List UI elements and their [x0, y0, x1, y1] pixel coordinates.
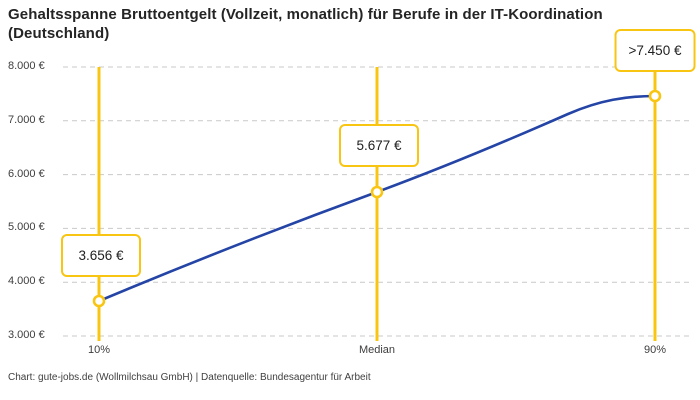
- percentile-marker-lines: [97, 67, 657, 341]
- x-tick-90-percent: 90%: [643, 344, 667, 356]
- y-tick-7000: 7.000 €: [8, 114, 45, 126]
- value-label-90-percent: >7.450 €: [614, 29, 696, 72]
- y-tick-6000: 6.000 €: [8, 168, 45, 180]
- x-tick-10-percent: 10%: [87, 344, 111, 356]
- y-tick-5000: 5.000 €: [8, 221, 45, 233]
- y-tick-3000: 3.000 €: [8, 329, 45, 341]
- y-tick-4000: 4.000 €: [8, 275, 45, 287]
- data-point-median: [370, 185, 384, 199]
- data-point-10: [92, 294, 106, 308]
- value-label-10-percent: 3.656 €: [61, 234, 141, 277]
- gridlines: [63, 66, 690, 337]
- data-point-90: [648, 89, 662, 103]
- chart-title: Gehaltsspanne Bruttoentgelt (Vollzeit, m…: [8, 6, 603, 42]
- y-tick-8000: 8.000 €: [8, 60, 45, 72]
- value-label-median: 5.677 €: [339, 124, 419, 167]
- chart-attribution: Chart: gute-jobs.de (Wollmilchsau GmbH) …: [8, 372, 371, 383]
- data-point-markers: [92, 89, 662, 308]
- x-tick-median: Median: [358, 344, 396, 356]
- salary-line: [97, 94, 657, 303]
